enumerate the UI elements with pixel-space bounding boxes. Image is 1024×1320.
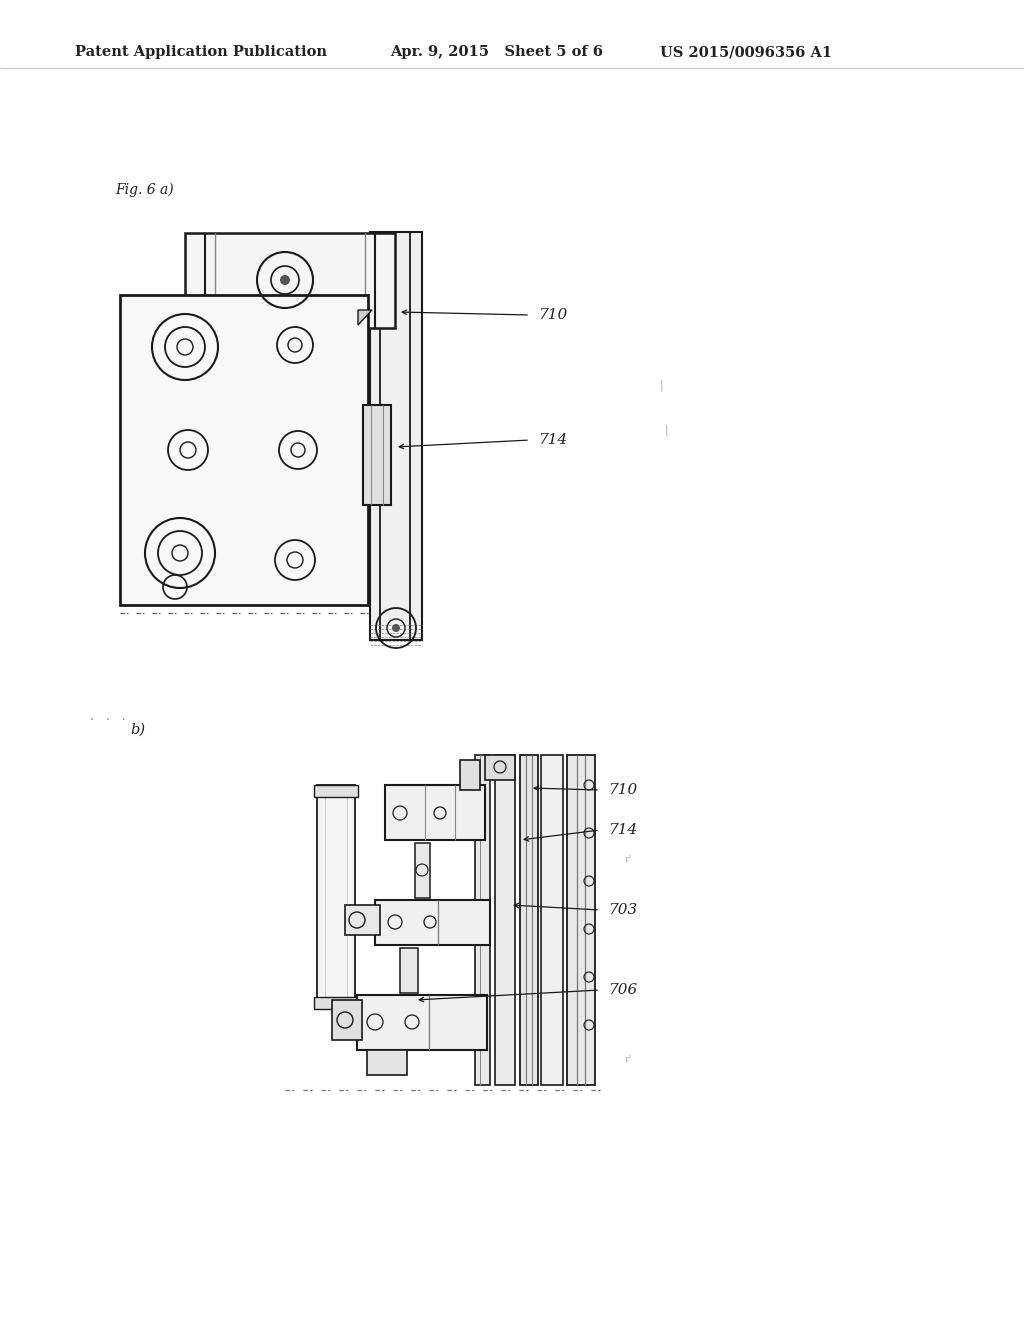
Bar (314, 785, 358, 797)
Bar (385, 785, 485, 840)
Text: Fig. 6 a): Fig. 6 a) (115, 182, 174, 197)
Bar (475, 755, 490, 1085)
Text: Patent Application Publication: Patent Application Publication (75, 45, 327, 59)
Bar (567, 755, 595, 1085)
Bar (415, 843, 430, 898)
Text: 703: 703 (608, 903, 637, 917)
Bar (520, 755, 538, 1085)
Text: r': r' (625, 855, 633, 865)
Bar (317, 785, 355, 1005)
Text: b): b) (130, 723, 145, 737)
Bar (460, 760, 480, 789)
Bar (375, 900, 490, 945)
Bar (332, 1001, 362, 1040)
Bar (485, 755, 515, 780)
Bar (120, 294, 368, 605)
Text: 714: 714 (538, 433, 567, 447)
Text: r': r' (625, 1056, 633, 1064)
Bar (314, 997, 358, 1008)
Bar (362, 405, 391, 506)
Circle shape (392, 624, 400, 632)
Text: 714: 714 (608, 822, 637, 837)
Text: ·   ·   ·: · · · (90, 714, 126, 726)
Polygon shape (358, 310, 372, 325)
Bar (367, 1049, 407, 1074)
Bar (541, 755, 563, 1085)
Bar (185, 234, 395, 327)
Bar (370, 232, 422, 640)
Text: US 2015/0096356 A1: US 2015/0096356 A1 (660, 45, 833, 59)
Bar (357, 995, 487, 1049)
Text: |: | (660, 379, 664, 391)
Text: 706: 706 (608, 983, 637, 997)
Text: Apr. 9, 2015   Sheet 5 of 6: Apr. 9, 2015 Sheet 5 of 6 (390, 45, 603, 59)
Text: 710: 710 (538, 308, 567, 322)
Text: |: | (665, 424, 669, 436)
Bar (400, 948, 418, 993)
Bar (345, 906, 380, 935)
Text: 710: 710 (608, 783, 637, 797)
Circle shape (280, 275, 290, 285)
Bar (495, 755, 515, 1085)
